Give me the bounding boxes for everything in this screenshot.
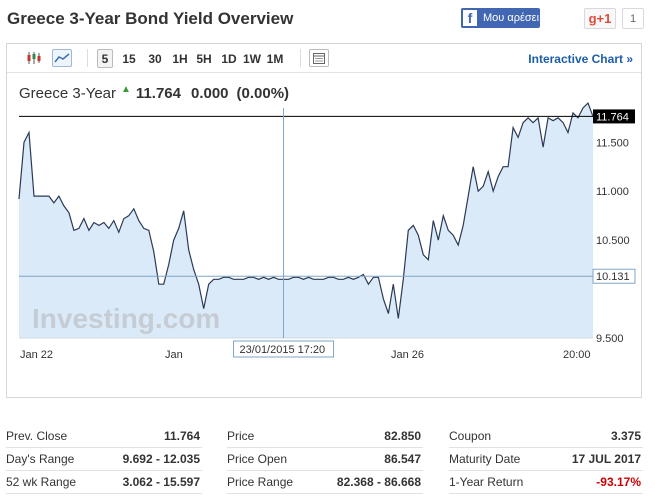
timeframe-button-5h[interactable]: 5H bbox=[196, 51, 212, 66]
area-chart-icon[interactable] bbox=[52, 49, 72, 67]
y-tick-label: 11.500 bbox=[596, 137, 629, 149]
stat-row: Day's Range 9.692 - 12.035 bbox=[6, 448, 202, 471]
page-title: Greece 3-Year Bond Yield Overview bbox=[7, 9, 294, 28]
stat-row: Coupon 3.375 bbox=[449, 425, 643, 448]
current-value-label: 11.764 bbox=[596, 111, 629, 123]
facebook-like-button[interactable]: f Μου αρέσει bbox=[461, 8, 540, 28]
timeframe-button-15[interactable]: 15 bbox=[122, 51, 136, 66]
y-tick-label: 9.500 bbox=[596, 333, 624, 345]
timeframe-button-1d[interactable]: 1D bbox=[221, 51, 237, 66]
price-change: 0.000 bbox=[190, 85, 229, 102]
stat-value: -93.17% bbox=[596, 475, 641, 489]
x-tick-label: Jan 26 bbox=[391, 349, 424, 361]
stat-label: Price Open bbox=[227, 452, 288, 466]
stat-value: 3.375 bbox=[610, 429, 641, 443]
stat-value: 9.692 - 12.035 bbox=[122, 452, 200, 466]
stat-label: Prev. Close bbox=[6, 429, 68, 443]
google-plus-button[interactable]: g+1 bbox=[584, 8, 616, 29]
timeframe-button-1w[interactable]: 1W bbox=[243, 51, 261, 66]
stat-label: Coupon bbox=[449, 429, 492, 443]
stat-label: Maturity Date bbox=[449, 452, 521, 466]
google-plus-count: 1 bbox=[622, 8, 644, 29]
stat-row: Prev. Close 11.764 bbox=[6, 425, 202, 448]
x-tick-label: Jan bbox=[165, 349, 183, 361]
investing-watermark: Investing.com bbox=[32, 303, 220, 334]
stat-row: 1-Year Return -93.17% bbox=[449, 471, 643, 494]
stat-row: 52 wk Range 3.062 - 15.597 bbox=[6, 471, 202, 494]
stat-value: 82.850 bbox=[384, 429, 421, 443]
stat-row: Price Open 86.547 bbox=[227, 448, 423, 471]
timeframe-button-1h[interactable]: 1H bbox=[172, 51, 188, 66]
table-view-icon[interactable] bbox=[309, 49, 329, 67]
y-tick-label: 10.500 bbox=[596, 235, 630, 247]
crosshair-time-box bbox=[233, 340, 335, 358]
timeframe-button-5[interactable]: 5 bbox=[97, 49, 113, 68]
stat-value: 3.062 - 15.597 bbox=[122, 475, 200, 489]
toolbar-separator bbox=[300, 49, 301, 67]
crosshair-value-box bbox=[592, 268, 636, 284]
instrument-name: Greece 3-Year bbox=[19, 85, 117, 102]
last-price: 11.764 bbox=[135, 85, 181, 102]
chart-box: 5 15 30 1H 5H 1D 1W 1M Interactive Chart » Gree… bbox=[6, 43, 642, 398]
quote-header: Greece 3-Year ▲ 11.764 0.000 (0.00%) bbox=[19, 84, 290, 102]
toolbar-separator bbox=[87, 49, 88, 67]
timeframe-button-30[interactable]: 30 bbox=[148, 51, 162, 66]
stat-label: 52 wk Range bbox=[6, 475, 77, 489]
stat-label: Price Range bbox=[227, 475, 294, 489]
facebook-like-label: Μου αρέσει bbox=[483, 12, 540, 24]
timeframe-button-1m[interactable]: 1M bbox=[266, 51, 284, 66]
stat-row: Price 82.850 bbox=[227, 425, 423, 448]
stat-value: 11.764 bbox=[163, 429, 200, 443]
chart-toolbar: 5 15 30 1H 5H 1D 1W 1M Interactive Chart » bbox=[7, 44, 641, 73]
x-tick-label: Jan 22 bbox=[20, 349, 53, 361]
candlestick-chart-icon[interactable] bbox=[24, 49, 44, 67]
stat-label: Day's Range bbox=[6, 452, 75, 466]
up-arrow-icon: ▲ bbox=[121, 84, 131, 95]
stat-label: 1-Year Return bbox=[449, 475, 524, 489]
x-tick-label: 20:00 bbox=[563, 349, 591, 361]
crosshair-time-label: 23/01/2015 17:20 bbox=[240, 344, 326, 356]
stat-value: 17 JUL 2017 bbox=[571, 452, 641, 466]
interactive-chart-link[interactable]: Interactive Chart » bbox=[528, 52, 633, 66]
y-tick-label: 11.000 bbox=[596, 186, 629, 198]
price-chart[interactable]: Investing.com 11.500 11.000 10.500 9.500 11.7… bbox=[7, 44, 641, 397]
stat-row: Maturity Date 17 JUL 2017 bbox=[449, 448, 643, 471]
chart-area-fill bbox=[19, 103, 593, 338]
stat-value: 82.368 - 86.668 bbox=[336, 475, 421, 489]
stat-value: 86.547 bbox=[384, 452, 421, 466]
facebook-icon: f bbox=[461, 8, 479, 28]
series-line bbox=[18, 102, 594, 319]
stat-label: Price bbox=[227, 429, 255, 443]
price-change-percent: (0.00%) bbox=[236, 85, 290, 102]
stat-row: Price Range 82.368 - 86.668 bbox=[227, 471, 423, 494]
current-value-box bbox=[593, 109, 635, 124]
crosshair-value-label: 10.131 bbox=[596, 271, 630, 283]
